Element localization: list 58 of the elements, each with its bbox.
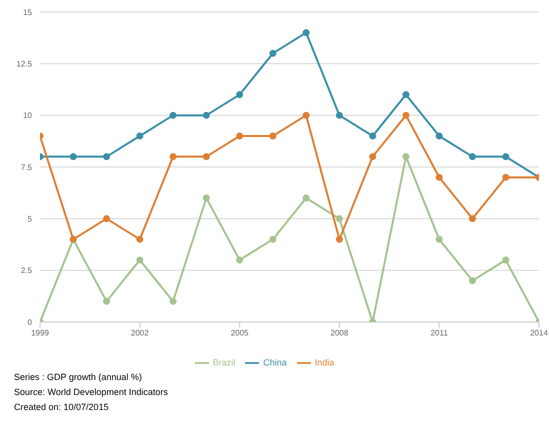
x-tick-label: 2008 [330, 328, 349, 338]
point [436, 236, 443, 243]
point [103, 298, 110, 305]
legend-label: India [314, 357, 334, 368]
point [336, 112, 343, 119]
point [468, 215, 476, 222]
source-note: Source: World Development Indicators [14, 386, 169, 399]
point [103, 215, 110, 222]
text: Series : GDP growth (annual %) [14, 371, 143, 384]
point [202, 112, 210, 119]
point [170, 153, 177, 160]
x-tick-label: 2014 [530, 328, 548, 338]
point [136, 132, 144, 140]
x-tick-label: 2002 [130, 328, 150, 338]
point [103, 153, 110, 160]
y-tick-label: 5 [28, 214, 33, 224]
y-tick-label: 12.5 [16, 60, 33, 69]
point [369, 153, 376, 160]
point [369, 132, 376, 140]
point [269, 236, 276, 243]
point [502, 256, 510, 264]
point [302, 112, 310, 119]
point [302, 194, 310, 202]
point [269, 50, 276, 57]
point [170, 298, 177, 305]
point [336, 236, 343, 243]
legend-label: China [263, 357, 287, 368]
point [502, 174, 510, 181]
point [436, 174, 443, 181]
y-tick-label: 0 [28, 318, 33, 327]
point [70, 153, 77, 160]
point [468, 277, 476, 284]
y-tick-label: 7.5 [20, 162, 33, 172]
point [402, 91, 410, 98]
point [236, 132, 244, 140]
point [202, 153, 210, 160]
point [136, 236, 144, 243]
point [136, 256, 144, 264]
point [468, 153, 476, 160]
y-tick-label: 15 [23, 8, 33, 17]
point [436, 132, 443, 140]
text: Created on: 10/07/2015 [14, 401, 110, 414]
x-tick-label: 2005 [230, 328, 250, 338]
point [236, 256, 244, 264]
y-tick-label: 10 [23, 111, 33, 120]
point [402, 112, 410, 119]
x-tick-label: 1999 [31, 328, 50, 338]
point [502, 153, 510, 160]
point [269, 132, 276, 140]
y-tick-label: 2.5 [20, 266, 33, 276]
point [236, 91, 244, 98]
legend-label: Brazil [212, 357, 236, 368]
point [202, 194, 210, 202]
point [402, 153, 410, 160]
point [302, 29, 310, 36]
x-tick-label: 2011 [430, 328, 448, 338]
point [336, 215, 343, 222]
point [170, 112, 177, 119]
